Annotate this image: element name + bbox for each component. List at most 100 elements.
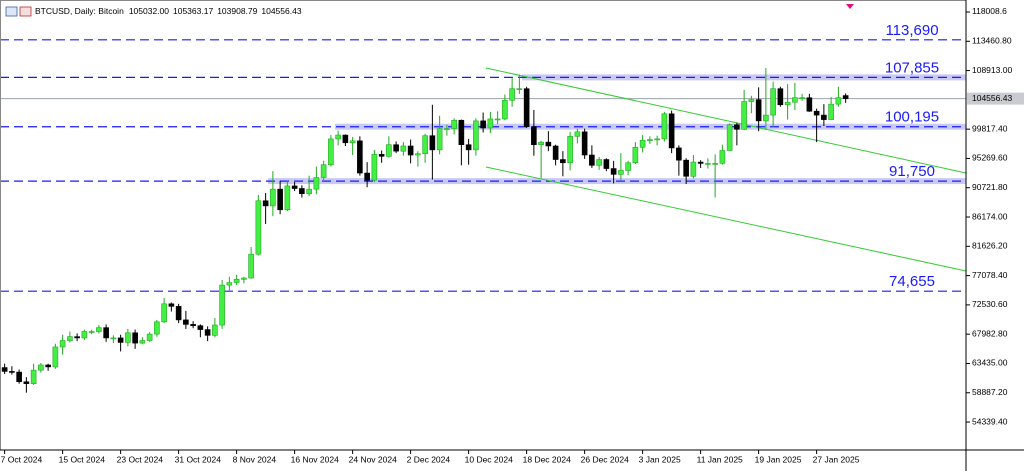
candle-body [444, 128, 450, 130]
candle-body [154, 321, 160, 335]
candle-body [284, 185, 291, 211]
candle-body [96, 327, 102, 332]
candle-body [241, 277, 247, 280]
candle-body [45, 364, 51, 368]
y-tick-label: 90721.80 [972, 182, 1008, 192]
candle-body [270, 188, 276, 207]
candle-body [146, 333, 153, 341]
y-tick-label: 99817.40 [972, 123, 1008, 133]
candle-body [726, 124, 733, 151]
candle-body [306, 188, 312, 194]
x-tick-label: 10 Dec 2024 [465, 454, 513, 464]
candle-body [668, 113, 675, 149]
candle-body [291, 185, 298, 189]
candle-body [197, 325, 204, 330]
candle-body [183, 319, 189, 325]
candle-body [357, 140, 363, 174]
axes: 118008.6 113460.80 108913.00 99817.40 95269.… [1, 6, 1024, 464]
marker [846, 4, 854, 9]
x-tick-label: 27 Jan 2025 [813, 454, 860, 464]
candle-body [81, 331, 88, 339]
x-tick-label: 31 Oct 2024 [175, 454, 222, 464]
candle-body [248, 253, 254, 279]
channel-lower [485, 166, 967, 272]
level-label: 100,195 [885, 109, 939, 126]
header-close: 104556.43 [261, 6, 301, 16]
candle-body [30, 369, 37, 384]
candle-body [821, 114, 827, 120]
candle-body [451, 119, 457, 129]
header-high: 105363.17 [173, 6, 213, 16]
candle-body [799, 97, 805, 100]
y-tick-label: 67982.80 [972, 328, 1008, 338]
header-title: BTCUSD, Daily: Bitcoin [35, 6, 124, 16]
candle-body [168, 303, 175, 307]
channel-upper [485, 67, 967, 174]
candle-body [748, 99, 755, 102]
candle-body [226, 282, 233, 286]
candle-body [531, 126, 537, 146]
level-label: 113,690 [885, 22, 938, 39]
candle-body [429, 135, 436, 151]
candle-body [770, 88, 776, 116]
candle-body [734, 124, 740, 130]
candle-body [313, 177, 320, 190]
candle-body [567, 136, 573, 164]
candle-body [581, 131, 588, 156]
last-price-box [967, 92, 1024, 105]
candle-body [23, 381, 30, 384]
candle-body [393, 144, 399, 152]
candle-body [763, 114, 769, 122]
candle-body [378, 154, 385, 157]
candle-body [473, 120, 479, 151]
candle-body [835, 97, 842, 105]
candle-body [792, 97, 798, 103]
x-tick-label: 8 Nov 2024 [233, 454, 277, 464]
candle-body [262, 200, 269, 207]
x-tick-label: 16 Nov 2024 [291, 454, 339, 464]
y-tick-label: 54339.40 [972, 416, 1008, 426]
candle-body [175, 306, 182, 321]
candle-body [465, 144, 472, 151]
x-tick-label: 19 Jan 2025 [755, 454, 802, 464]
levels: 113,690 107,855 100,195 91,750 74,655 [0, 22, 966, 292]
y-tick-label: 95269.60 [972, 153, 1008, 163]
candle-body [349, 140, 356, 144]
candle-body [400, 145, 407, 152]
candle-body [690, 161, 697, 177]
candle-body [806, 97, 813, 112]
header-low: 103908.79 [217, 6, 257, 16]
candle-body [386, 144, 392, 157]
candle-body [741, 101, 747, 130]
candle-body [9, 371, 15, 373]
y-tick-label: 72530.60 [972, 299, 1008, 309]
candle-body [117, 337, 124, 343]
candle-body [277, 188, 283, 211]
candle-body [233, 279, 240, 283]
candle-body [509, 88, 515, 101]
candle-body [16, 371, 22, 383]
candle-body [618, 170, 624, 175]
candle-body [705, 163, 711, 165]
level-label: 91,750 [889, 163, 935, 180]
candle-body [364, 172, 370, 181]
candle-body [828, 103, 834, 120]
candle-body [110, 337, 117, 340]
x-tick-label: 3 Jan 2025 [639, 454, 681, 464]
x-tick-label: 23 Oct 2024 [117, 454, 164, 464]
y-tick-label: 81626.20 [972, 241, 1008, 251]
last-price-label: 104556.43 [972, 93, 1012, 103]
candle-body [494, 118, 501, 121]
y-tick-label: 118008.6 [972, 6, 1007, 16]
candle-body [589, 154, 595, 166]
candle-body [647, 139, 653, 141]
x-tick-label: 11 Jan 2025 [697, 454, 743, 464]
candle-body [813, 110, 820, 116]
header: BTCUSD, Daily: Bitcoin 105032.00 105363.17… [35, 6, 302, 16]
candle-body [755, 99, 762, 122]
candle-body [610, 168, 617, 175]
candle-body [139, 340, 146, 344]
candle-body [574, 131, 581, 137]
candle-body [458, 119, 465, 146]
